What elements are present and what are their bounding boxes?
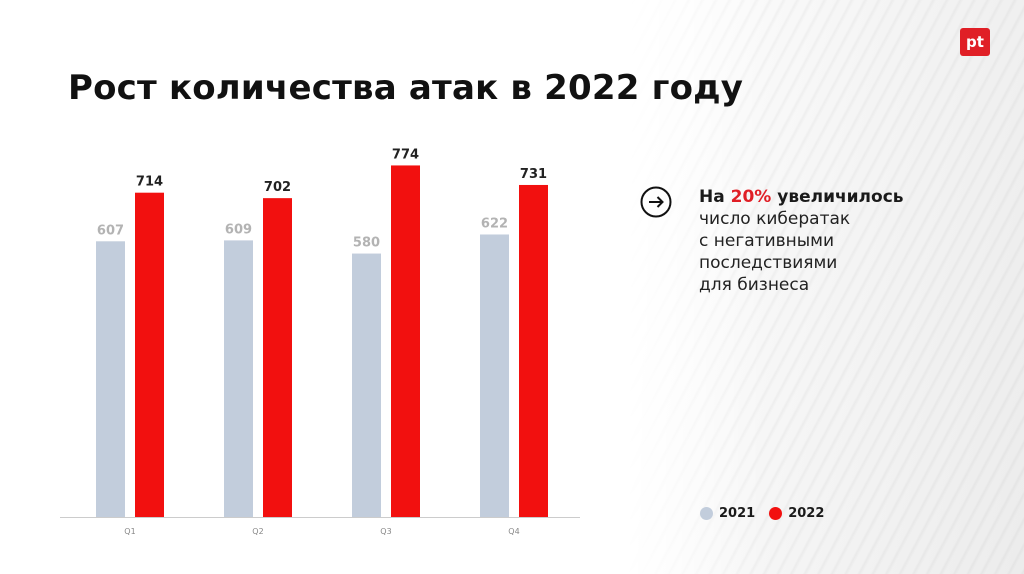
bar-2022-q3 (391, 165, 420, 517)
data-label-2022-q4: 731 (520, 167, 547, 182)
data-label-2022-q3: 774 (392, 147, 419, 162)
x-tick-label-q4: Q4 (508, 527, 519, 536)
background-waves (624, 0, 1024, 574)
bar-chart: 607 714 Q1 609 702 Q2 580 774 Q3 622 731 Q4 (60, 147, 580, 536)
callout-line: для бизнеса (699, 275, 810, 295)
chart-legend: 2021 2022 (700, 506, 824, 521)
data-label-2021-q2: 609 (225, 222, 252, 237)
bar-2021-q2 (224, 240, 253, 517)
legend-swatch-2022 (769, 507, 783, 520)
callout-headline: На 20% увеличилось (699, 187, 904, 207)
legend-label-2022: 2022 (788, 506, 825, 521)
callout-line: число кибератак (699, 209, 851, 229)
data-label-2022-q2: 702 (264, 180, 291, 195)
bar-2021-q3 (352, 253, 381, 518)
data-label-2022-q1: 714 (136, 175, 163, 190)
legend-label-2021: 2021 (719, 506, 756, 521)
bar-2022-q2 (263, 198, 292, 517)
bar-2022-q4 (519, 184, 548, 517)
x-tick-label-q1: Q1 (124, 527, 135, 536)
arrow-right-circle-icon (640, 186, 672, 218)
data-label-2021-q1: 607 (97, 223, 124, 238)
pt-logo: pt (960, 28, 990, 56)
legend-item-2021: 2021 (700, 506, 755, 521)
slide-title: Рост количества атак в 2022 году (68, 68, 744, 108)
callout-line: последствиями (699, 253, 838, 273)
x-tick-label-q3: Q3 (380, 527, 391, 536)
bar-2022-q1 (135, 192, 164, 517)
data-label-2021-q4: 622 (481, 216, 508, 231)
callout-text: На 20% увеличилось число кибератак с нег… (699, 186, 979, 296)
x-tick-label-q2: Q2 (252, 527, 263, 536)
callout-line: с негативными (699, 231, 835, 251)
bar-2021-q1 (96, 241, 125, 518)
legend-item-2022: 2022 (769, 506, 824, 521)
legend-swatch-2021 (700, 507, 713, 520)
callout-percent: 20% (730, 187, 772, 207)
data-label-2021-q3: 580 (353, 236, 380, 251)
logo-text: pt (966, 33, 984, 51)
bar-2021-q4 (480, 234, 509, 517)
